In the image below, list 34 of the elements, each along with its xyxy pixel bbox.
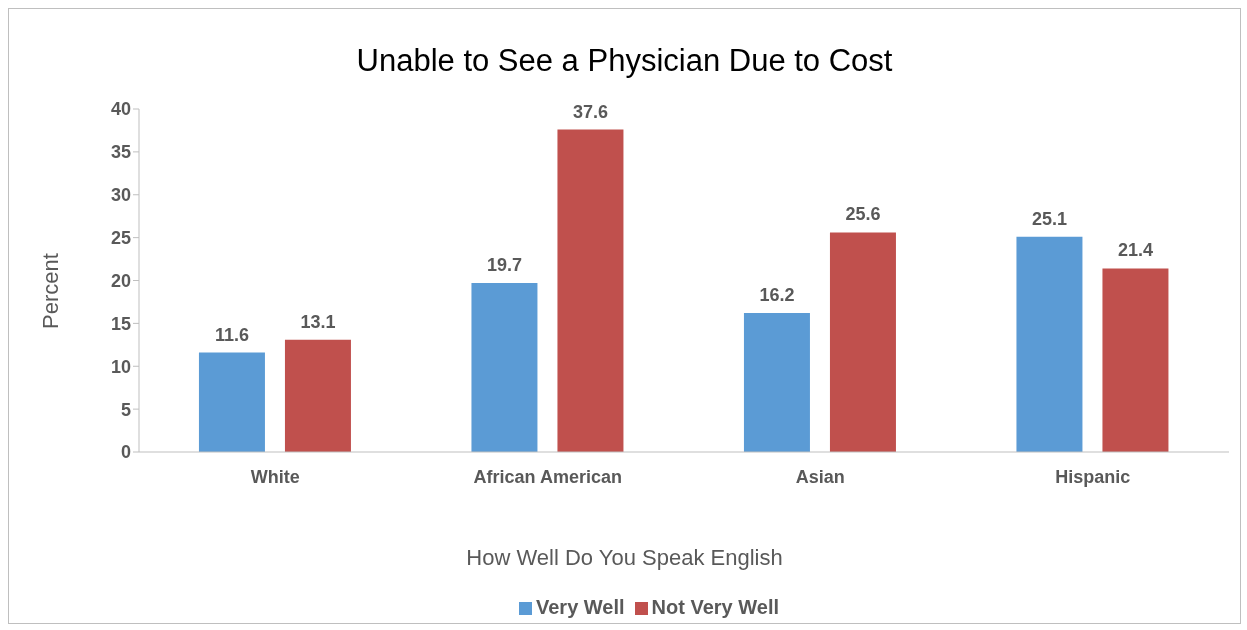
bar <box>1102 268 1169 452</box>
data-label: 21.4 <box>1117 240 1153 261</box>
legend-label: Very Well <box>535 596 625 618</box>
x-tick-label: White <box>250 466 300 487</box>
data-label: 37.6 <box>572 101 608 122</box>
chart-title: Unable to See a Physician Due to Cost <box>355 43 894 79</box>
data-label: 25.6 <box>845 204 881 225</box>
x-tick-label: Asian <box>795 466 845 487</box>
y-tick-label: 0 <box>120 442 131 463</box>
bar <box>471 283 538 452</box>
data-label: 13.1 <box>300 311 336 332</box>
y-tick-label: 40 <box>110 99 131 120</box>
y-tick-label: 30 <box>110 185 131 206</box>
bar <box>284 339 351 452</box>
y-tick-label: 5 <box>120 399 131 420</box>
data-label: 11.6 <box>214 324 249 345</box>
bar <box>198 352 265 452</box>
y-tick-label: 35 <box>110 142 131 163</box>
y-axis-title: Percent <box>38 253 64 329</box>
bar <box>1016 236 1083 452</box>
y-tick-label: 25 <box>110 228 131 249</box>
data-label: 16.2 <box>759 285 795 306</box>
data-label: 19.7 <box>486 255 522 276</box>
legend-label: Not Very Well <box>651 596 780 618</box>
y-tick-label: 20 <box>110 270 131 291</box>
data-label: 25.1 <box>1031 208 1067 229</box>
x-tick-label: African American <box>473 466 622 487</box>
bar <box>743 313 810 452</box>
bar <box>829 232 896 452</box>
x-axis-title: How Well Do You Speak English <box>465 545 784 571</box>
y-tick-label: 15 <box>110 313 131 334</box>
x-tick-label: Hispanic <box>1055 466 1131 487</box>
bar <box>557 129 624 452</box>
y-tick-label: 10 <box>110 356 131 377</box>
